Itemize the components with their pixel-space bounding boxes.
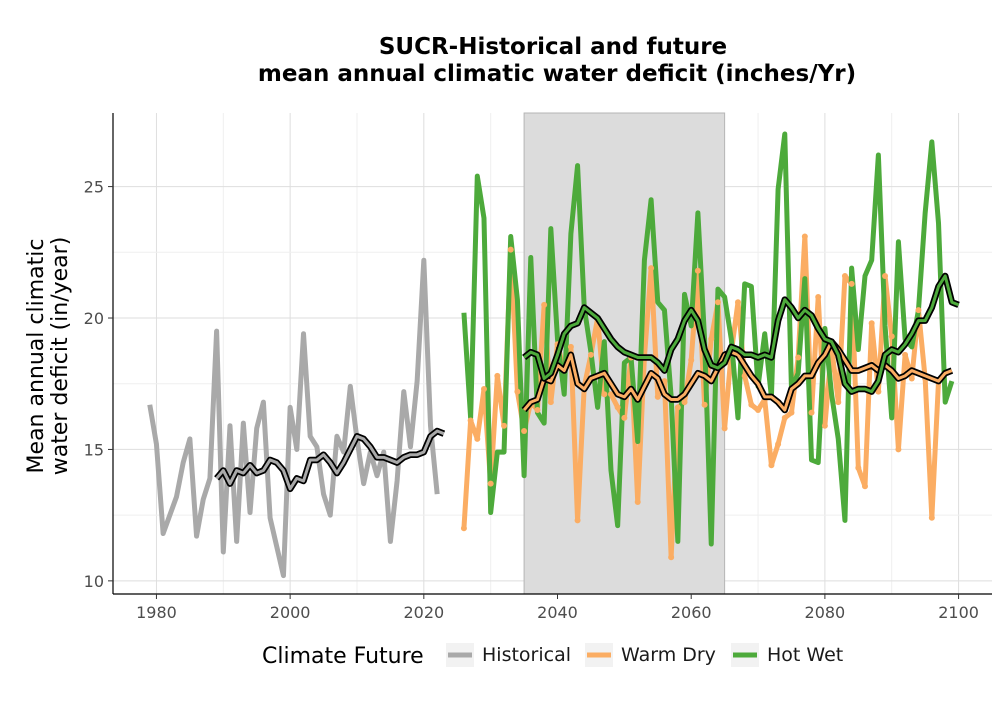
y-axis-title: Mean annual climatic water deficit (in/y… xyxy=(24,237,73,476)
y-tick-label: 10 xyxy=(84,572,104,591)
warm-dry-point xyxy=(768,462,775,469)
historical-smooth-line xyxy=(215,429,445,491)
warm-dry-point xyxy=(755,407,762,414)
x-tick-label: 2100 xyxy=(938,603,979,622)
smoothed-lines xyxy=(214,272,960,493)
y-axis-title-line-2: water deficit (in/year) xyxy=(48,237,73,476)
warm-dry-point xyxy=(494,372,501,379)
warm-dry-point xyxy=(694,267,701,274)
warm-dry-point xyxy=(741,372,748,379)
y-tick-label: 15 xyxy=(84,440,104,459)
warm-dry-point xyxy=(487,480,494,487)
warm-dry-point xyxy=(467,417,474,424)
warm-dry-point xyxy=(614,404,621,411)
warm-dry-point xyxy=(721,425,728,432)
warm-dry-point xyxy=(861,483,868,490)
warm-dry-point xyxy=(567,343,574,350)
warm-dry-point xyxy=(541,301,548,308)
legend-label-warm-dry: Warm Dry xyxy=(621,644,716,666)
hot-wet-smooth-line xyxy=(523,274,960,394)
warm-dry-point xyxy=(534,407,541,414)
warm-dry-point xyxy=(781,414,788,421)
legend-entry-warm-dry: Warm Dry xyxy=(585,643,716,667)
warm-dry-point xyxy=(521,428,528,435)
warm-dry-point xyxy=(601,391,608,398)
warm-dry-point xyxy=(915,307,922,314)
x-tick-label: 2060 xyxy=(671,603,712,622)
legend-label-historical: Historical xyxy=(482,644,571,666)
warm-dry-point xyxy=(507,246,514,253)
warm-dry-point xyxy=(882,272,889,279)
warm-dry-point xyxy=(607,391,614,398)
warm-dry-point xyxy=(748,401,755,408)
warm-dry-point xyxy=(775,441,782,448)
warm-dry-point xyxy=(902,351,909,358)
legend-entries: Historical Warm Dry Hot Wet xyxy=(446,643,843,667)
x-tick-label: 2020 xyxy=(403,603,444,622)
y-axis-ticks: 10 15 20 25 xyxy=(84,178,113,591)
warm-dry-point xyxy=(514,388,521,395)
warm-dry-point xyxy=(480,385,487,392)
warm-dry-point xyxy=(841,272,848,279)
warm-dry-point xyxy=(634,499,641,506)
x-tick-label: 2040 xyxy=(537,603,578,622)
warm-dry-point xyxy=(621,414,628,421)
warm-dry-point xyxy=(815,293,822,300)
warm-dry-point xyxy=(801,233,808,240)
warm-dry-point xyxy=(714,299,721,306)
warm-dry-point xyxy=(587,351,594,358)
y-tick-label: 25 xyxy=(84,178,104,197)
warm-dry-point xyxy=(574,517,581,524)
x-tick-label: 2080 xyxy=(805,603,846,622)
legend-label-hot-wet: Hot Wet xyxy=(767,644,843,666)
warm-dry-point xyxy=(674,404,681,411)
legend: Climate Future Historical Warm Dry Hot Wet xyxy=(262,643,843,669)
warm-dry-point xyxy=(688,357,695,364)
warm-dry-point xyxy=(681,399,688,406)
warm-dry-point xyxy=(928,514,935,521)
chart-title: SUCR-Historical and future mean annual c… xyxy=(258,34,856,87)
warm-dry-point xyxy=(501,422,508,429)
chart-title-line-1: SUCR-Historical and future xyxy=(379,34,727,60)
warm-dry-point xyxy=(895,446,902,453)
warm-dry-point xyxy=(701,401,708,408)
warm-dry-point xyxy=(668,554,675,561)
warm-dry-point xyxy=(808,409,815,416)
warm-dry-point xyxy=(795,354,802,361)
historical-series-line xyxy=(147,257,440,579)
x-tick-label: 2000 xyxy=(270,603,311,622)
legend-entry-hot-wet: Hot Wet xyxy=(731,643,843,667)
warm-dry-point xyxy=(788,409,795,416)
warm-dry-point xyxy=(547,399,554,406)
warm-dry-point xyxy=(835,399,842,406)
warm-dry-point xyxy=(708,336,715,343)
warm-dry-point xyxy=(734,299,741,306)
warm-dry-point xyxy=(460,525,467,532)
y-axis-title-line-1: Mean annual climatic xyxy=(24,239,49,474)
hot-wet-series-line xyxy=(461,131,955,547)
warm-dry-point xyxy=(648,265,655,272)
warm-dry-point xyxy=(474,435,481,442)
legend-title: Climate Future xyxy=(262,644,424,669)
x-axis-ticks: 1980 2000 2020 2040 2060 2080 2100 xyxy=(136,594,979,622)
chart-title-line-2: mean annual climatic water deficit (inch… xyxy=(258,61,856,87)
warm-dry-point xyxy=(848,280,855,287)
warm-dry-point xyxy=(875,388,882,395)
warm-dry-point xyxy=(821,422,828,429)
y-tick-label: 20 xyxy=(84,309,104,328)
warm-dry-point xyxy=(868,320,875,327)
warm-dry-point xyxy=(888,333,895,340)
warm-dry-point xyxy=(654,393,661,400)
legend-entry-historical: Historical xyxy=(446,643,571,667)
warm-dry-point xyxy=(855,464,862,471)
warm-dry-point xyxy=(908,375,915,382)
axes xyxy=(112,113,992,595)
x-tick-label: 1980 xyxy=(136,603,177,622)
